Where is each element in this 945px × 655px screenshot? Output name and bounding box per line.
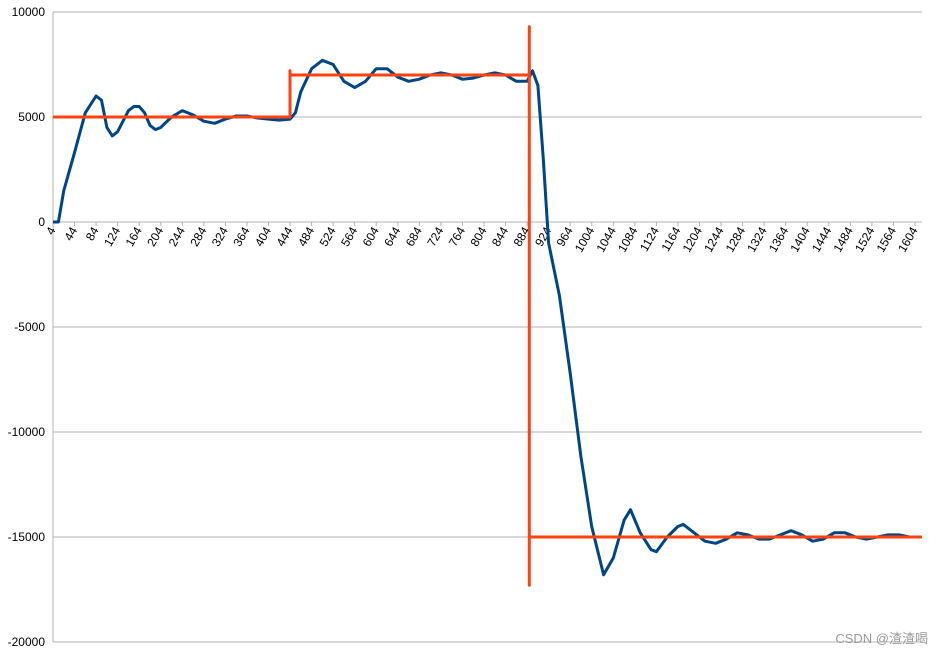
y-tick-label: 5000 [18,110,45,124]
x-tick-label: 1604 [895,224,921,254]
x-tick-label: 164 [123,224,145,249]
x-tick-label: 84 [83,224,102,243]
x-tick-label: 204 [144,224,166,249]
x-tick-label: 684 [403,224,425,249]
x-tick-label: 1444 [809,224,835,254]
x-tick-label: 724 [424,224,446,249]
x-tick-label: 244 [166,224,188,249]
x-tick-label: 764 [446,224,468,249]
x-tick-label: 1204 [680,224,706,254]
x-tick-label: 364 [230,224,252,249]
x-tick-label: 1284 [723,224,749,254]
x-tick-label: 524 [317,224,339,249]
x-tick-label: 1484 [830,224,856,254]
x-tick-label: 924 [532,224,554,249]
x-tick-label: 404 [252,224,274,249]
x-tick-label: 1084 [615,224,641,254]
x-tick-label: 804 [467,224,489,249]
x-tick-label: 124 [101,224,123,249]
x-tick-label: 284 [187,224,209,249]
x-tick-label: 1004 [572,224,598,254]
x-tick-label: 844 [489,224,511,249]
data-line [53,58,922,577]
x-tick-label: 4 [43,224,59,237]
x-tick-label: 1364 [766,224,792,254]
x-tick-label: 1244 [701,224,727,254]
x-tick-label: 1124 [637,224,662,254]
x-tick-label: 444 [274,224,296,249]
data-line [53,25,922,587]
x-tick-label: 1164 [659,224,684,254]
x-tick-label: 1564 [874,224,900,254]
x-tick-label: 324 [209,224,231,249]
y-tick-label: -5000 [14,320,45,334]
y-tick-label: -10000 [8,425,46,439]
y-tick-label: 0 [38,215,45,229]
x-tick-label: 604 [360,224,382,249]
x-tick-label: 644 [381,224,403,249]
x-tick-label: 484 [295,224,317,249]
x-tick-label: 564 [338,224,360,249]
y-tick-label: -15000 [8,530,46,544]
x-tick-label: 1324 [744,224,770,254]
x-tick-label: 1404 [787,224,813,254]
x-tick-label: 44 [61,224,80,243]
watermark: CSDN @渣渣喝 [835,631,928,646]
x-tick-label: 1044 [593,224,619,254]
y-tick-label: 10000 [12,5,46,19]
x-tick-label: 1524 [852,224,878,254]
y-tick-label: -20000 [8,635,46,649]
